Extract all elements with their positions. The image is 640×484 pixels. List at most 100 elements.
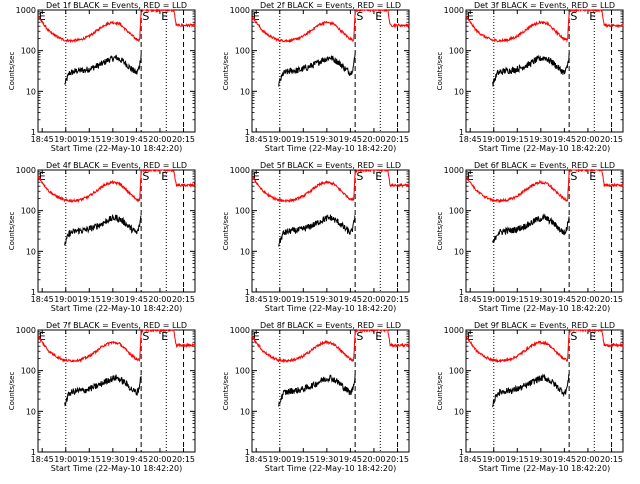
event-marker-label: S — [570, 10, 577, 23]
x-tick-label: 19:45 — [339, 135, 362, 144]
lld-series-line — [465, 328, 624, 364]
lld-series-line — [37, 168, 196, 204]
x-axis-label: Start Time (22-May-10 18:42:20) — [265, 144, 396, 153]
x-tick-label: 19:00 — [268, 295, 291, 304]
x-tick-label: 19:30 — [101, 135, 124, 144]
x-tick-label: 20:15 — [600, 135, 623, 144]
detector-panel: Det 5f BLACK = Events, RED = LLD 1 10 100 10… — [222, 161, 410, 313]
events-series-line — [64, 374, 142, 407]
event-marker-label: E — [467, 10, 474, 23]
event-marker-label: S — [570, 170, 577, 183]
y-axis-label: Counts/sec — [222, 372, 230, 411]
y-tick-label: 10 — [454, 407, 464, 416]
events-series-line — [64, 54, 142, 85]
y-tick-label: 10 — [454, 87, 464, 96]
event-marker-label: E — [467, 170, 474, 183]
y-tick-label: 1000 — [230, 166, 250, 175]
y-tick-label: 1 — [31, 448, 36, 457]
lld-series-line — [251, 8, 410, 44]
event-marker-label: S — [356, 170, 363, 183]
x-tick-label: 18:45 — [459, 455, 482, 464]
x-tick-label: 20:00 — [362, 295, 385, 304]
panel-title: Det 1f BLACK = Events, RED = LLD — [46, 1, 187, 10]
x-tick-label: 20:15 — [600, 455, 623, 464]
x-tick-label: 18:45 — [245, 455, 268, 464]
detector-panel: Det 4f BLACK = Events, RED = LLD 1 10 100 10… — [8, 161, 196, 313]
axes-frame — [251, 169, 410, 293]
y-tick-label: 10 — [26, 87, 36, 96]
y-tick-label: 10 — [240, 247, 250, 256]
detector-panel: Det 8f BLACK = Events, RED = LLD 1 10 100 10… — [222, 321, 410, 473]
x-tick-label: 19:15 — [78, 135, 101, 144]
detector-panel: Det 3f BLACK = Events, RED = LLD 1 10 100 10… — [436, 1, 624, 153]
x-axis-label: Start Time (22-May-10 18:42:20) — [479, 144, 610, 153]
y-tick-label: 100 — [21, 47, 36, 56]
event-marker-label: E — [589, 10, 596, 23]
event-marker-label: E — [39, 10, 46, 23]
y-tick-label: 1 — [31, 288, 36, 297]
axes-frame — [37, 329, 196, 453]
panel-title: Det 4f BLACK = Events, RED = LLD — [46, 161, 187, 170]
x-tick-label: 19:00 — [482, 135, 505, 144]
y-axis-label: Counts/sec — [8, 372, 16, 411]
y-axis-label: Counts/sec — [222, 52, 230, 91]
y-axis-label: Counts/sec — [8, 52, 16, 91]
y-axis-label: Counts/sec — [8, 212, 16, 251]
y-tick-label: 1 — [31, 128, 36, 137]
x-axis-label: Start Time (22-May-10 18:42:20) — [479, 464, 610, 473]
panel-title: Det 9f BLACK = Events, RED = LLD — [474, 321, 615, 330]
y-tick-label: 1000 — [230, 6, 250, 15]
x-tick-label: 19:00 — [54, 295, 77, 304]
x-tick-label: 19:15 — [506, 135, 529, 144]
event-marker-label: E — [589, 330, 596, 343]
events-series-line — [278, 214, 356, 247]
x-tick-label: 19:30 — [529, 455, 552, 464]
y-tick-label: 10 — [26, 407, 36, 416]
y-tick-label: 100 — [235, 47, 250, 56]
event-marker-label: E — [161, 10, 168, 23]
x-tick-label: 19:00 — [54, 455, 77, 464]
event-marker-label: S — [142, 10, 149, 23]
events-series-line — [492, 373, 570, 408]
x-tick-label: 20:15 — [172, 135, 195, 144]
event-marker-label: E — [39, 170, 46, 183]
y-tick-label: 100 — [449, 47, 464, 56]
event-marker-label: E — [375, 10, 382, 23]
x-tick-label: 19:15 — [78, 455, 101, 464]
x-tick-label: 18:45 — [31, 295, 54, 304]
events-series-line — [64, 213, 142, 246]
x-tick-label: 19:45 — [553, 135, 576, 144]
x-axis-label: Start Time (22-May-10 18:42:20) — [51, 144, 182, 153]
x-tick-label: 20:15 — [600, 295, 623, 304]
x-tick-label: 19:00 — [482, 295, 505, 304]
y-tick-label: 1 — [245, 448, 250, 457]
x-axis-label: Start Time (22-May-10 18:42:20) — [265, 464, 396, 473]
detector-panel: Det 6f BLACK = Events, RED = LLD 1 10 100 10… — [436, 161, 624, 313]
axes-frame — [37, 169, 196, 293]
x-tick-label: 18:45 — [31, 135, 54, 144]
x-tick-label: 19:00 — [54, 135, 77, 144]
x-tick-label: 20:00 — [148, 455, 171, 464]
y-tick-label: 100 — [21, 367, 36, 376]
axes-frame — [251, 9, 410, 133]
x-tick-label: 19:30 — [101, 455, 124, 464]
axes-frame — [465, 169, 624, 293]
x-tick-label: 18:45 — [245, 295, 268, 304]
event-marker-label: E — [161, 330, 168, 343]
x-tick-label: 20:00 — [576, 135, 599, 144]
y-tick-label: 10 — [454, 247, 464, 256]
y-tick-label: 1 — [459, 288, 464, 297]
panel-title: Det 5f BLACK = Events, RED = LLD — [260, 161, 401, 170]
x-tick-label: 19:15 — [292, 295, 315, 304]
x-tick-label: 19:00 — [482, 455, 505, 464]
axes-frame — [251, 329, 410, 453]
x-tick-label: 19:15 — [292, 455, 315, 464]
y-tick-label: 10 — [26, 247, 36, 256]
x-tick-label: 20:00 — [148, 295, 171, 304]
event-marker-label: E — [589, 170, 596, 183]
x-tick-label: 18:45 — [459, 135, 482, 144]
event-marker-label: E — [253, 330, 260, 343]
panel-title: Det 6f BLACK = Events, RED = LLD — [474, 161, 615, 170]
events-series-line — [492, 53, 570, 87]
detector-panel: Det 1f BLACK = Events, RED = LLD 1 10 100 10… — [8, 1, 196, 153]
